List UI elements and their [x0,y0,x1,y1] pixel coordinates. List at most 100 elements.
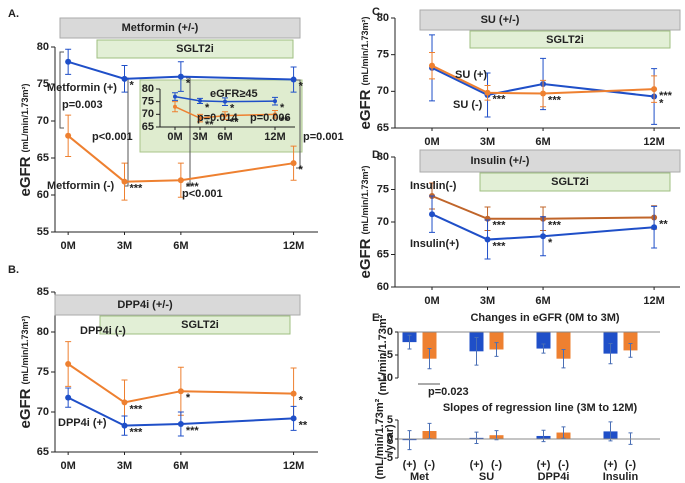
significance: ** [230,117,239,129]
error-bar [407,430,412,451]
data-point [273,99,277,104]
significance: *** [493,240,507,252]
panel-label: B. [8,264,19,276]
series-line [431,195,655,220]
x-tick-label: 3M [117,240,132,252]
p-value: p=0.001 [303,131,344,143]
significance: * [186,78,191,90]
y-axis-label-line: /year) [384,424,396,454]
x-tick-label: 3M [192,131,207,143]
error-bar [608,421,613,442]
y-tick-label: 70 [142,108,154,120]
series-line [67,135,294,183]
sglt2i-banner-label: SGLT2i [546,34,584,46]
y-axis-label-main: eGFR [357,238,374,278]
significance: * [299,395,304,407]
x-tick-label: 3M [480,295,495,307]
significance: * [299,80,304,92]
series-line [174,106,276,119]
data-point [198,116,202,121]
p-value: p=0.003 [62,99,103,111]
group-banner-label: Insulin (+/-) [471,155,530,167]
data-point [173,104,177,109]
significance: *** [130,183,144,195]
x-tick-label: 6M [173,460,188,472]
significance: * [130,80,135,92]
data-point [429,62,436,69]
significance: ** [280,115,289,127]
sglt2i-banner [479,172,671,192]
y-tick-label: 80 [37,326,49,338]
error-bar [494,342,499,357]
group-banner [419,9,681,31]
error-bar [561,426,566,439]
significance: *** [659,90,673,102]
group-label: (-) [491,459,502,471]
data-point [290,160,297,167]
bar [422,332,437,359]
data-point [290,76,297,83]
y-tick-label: 65 [377,248,389,260]
p-value: p<0.001 [182,188,223,200]
data-point [65,132,72,139]
data-point [484,236,491,243]
bracket [296,79,301,169]
bracket [186,77,191,187]
series-line [174,95,276,103]
data-point [198,98,202,103]
group-banner [54,294,301,316]
x-tick-label: 12M [264,131,285,143]
y-tick-label: 70 [377,85,389,97]
x-tick-label: 6M [217,131,232,143]
y-tick-label: 5 [387,414,393,426]
y-tick-label: 70 [377,216,389,228]
data-point [540,233,547,240]
group-label: (+) [604,459,618,471]
data-point [177,421,184,427]
series-line [431,64,655,95]
panel-label: C. [372,6,383,18]
category-label: SU [479,471,494,483]
significance: * [280,102,285,114]
y-tick-label: 65 [37,446,49,458]
group-banner-label: Metformin (+/-) [122,22,199,34]
p-value: p=0.006 [250,112,291,124]
data-point [540,90,547,97]
data-point [65,361,72,367]
error-bar [628,343,633,358]
y-axis-label: eGFR (mL/min/1.73m²) [357,165,374,278]
y-axis-label-line: (mL/min/1.73m² [374,398,386,479]
error-bar [541,429,546,443]
group-banner-label: DPP4i (+/-) [117,299,173,311]
group-label: (+) [537,459,551,471]
group-banner [59,17,301,39]
y-tick-label: 55 [37,226,49,238]
y-axis-label: (mL/min/1.73m²/year) [374,398,396,479]
series-line [67,60,294,81]
subplot-title: Slopes of regression line (3M to 12M) [443,402,638,414]
error-bar [494,430,499,441]
bar [536,332,551,349]
x-tick-label: 0M [61,240,76,252]
significance: *** [186,425,200,437]
series-line [67,363,294,404]
series-label: DPP4i (-) [80,325,126,337]
y-tick-label: 75 [37,78,49,90]
data-point [121,422,128,429]
y-axis-label: eGFR (mL/min/1.73m²) [17,315,34,428]
significance: *** [548,94,562,106]
error-bar [407,334,412,350]
data-point [484,89,491,96]
bar [623,332,638,351]
subplot-title: Changes in eGFR (0M to 3M) [470,312,619,324]
error-bar [427,348,432,370]
y-tick-label: 70 [37,115,49,127]
x-tick-label: 12M [643,136,664,148]
y-tick-label: 75 [377,183,389,195]
group-banner [419,149,681,173]
data-point [651,86,658,93]
group-label: (-) [625,459,636,471]
significance: *** [186,181,200,193]
series-label: Metformin (+) [47,82,117,94]
y-tick-label: 70 [37,406,49,418]
